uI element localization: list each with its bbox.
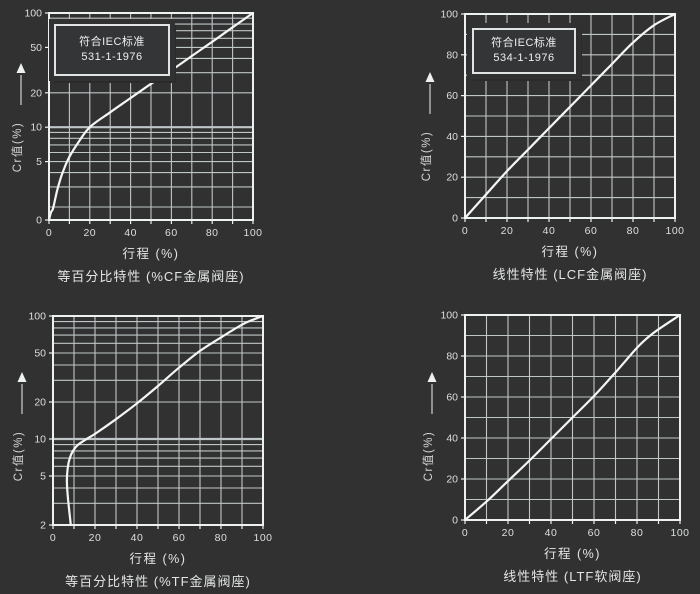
x-tick-label: 40 bbox=[545, 527, 558, 539]
characteristic-curve bbox=[47, 11, 255, 222]
y-tick-label: 60 bbox=[446, 392, 458, 404]
y-tick-label: 20 bbox=[446, 172, 458, 184]
characteristic-curve bbox=[463, 313, 682, 522]
x-tick-label: 100 bbox=[665, 225, 684, 237]
x-axis-title: 行程 (%) bbox=[541, 245, 599, 259]
axis-ticks bbox=[49, 315, 264, 529]
y-tick-label: 5 bbox=[40, 471, 46, 483]
chart-caption: 等百分比特性 (%CF金属阀座) bbox=[57, 269, 245, 284]
x-axis-title: 行程 (%) bbox=[122, 247, 180, 261]
y-tick-label: 100 bbox=[24, 8, 42, 20]
x-tick-label: 0 bbox=[462, 225, 468, 237]
y-tick-label: 40 bbox=[446, 433, 458, 445]
iec-standard-line2: 534-1-1976 bbox=[493, 52, 555, 64]
y-tick-label: 100 bbox=[28, 311, 46, 323]
x-tick-label: 60 bbox=[165, 227, 178, 239]
x-tick-label: 20 bbox=[502, 527, 515, 539]
y-tick-label: 0 bbox=[452, 213, 458, 225]
y-tick-label: 0 bbox=[36, 215, 42, 227]
y-tick-label: 80 bbox=[446, 49, 458, 61]
y-tick-label: 50 bbox=[30, 42, 42, 54]
y-tick-label: 100 bbox=[440, 310, 458, 322]
iec-standard-line2: 531-1-1976 bbox=[81, 51, 143, 63]
axis-ticks bbox=[45, 12, 254, 224]
x-tick-label: 60 bbox=[588, 527, 601, 539]
x-tick-label: 60 bbox=[173, 532, 186, 544]
arrow-head bbox=[16, 63, 26, 73]
up-arrow-icon bbox=[427, 372, 437, 414]
x-tick-label: 40 bbox=[124, 227, 137, 239]
arrow-head bbox=[17, 372, 27, 382]
up-arrow-icon bbox=[425, 72, 435, 114]
y-tick-label: 20 bbox=[446, 474, 458, 486]
y-tick-label: 100 bbox=[440, 9, 458, 21]
chart-linear-ltf: 100 80 60 40 20 0 0 20 40 60 80 100 Cr值(%) 行程 (%) 线性… bbox=[350, 297, 700, 594]
y-tick-label: 20 bbox=[30, 87, 42, 99]
iec-standard-line1: 符合IEC标准 bbox=[79, 36, 145, 48]
x-tick-label: 0 bbox=[46, 227, 52, 239]
arrow-head bbox=[425, 72, 435, 82]
chart-equal-percentage-cf: 100 50 20 10 5 0 0 20 40 60 80 100 Cr值(%) 符合IEC标准 53… bbox=[0, 0, 350, 297]
y-tick-label: 60 bbox=[446, 90, 458, 102]
x-tick-label: 20 bbox=[89, 532, 102, 544]
y-tick-label: 2 bbox=[40, 520, 46, 532]
grid bbox=[465, 314, 680, 521]
y-axis-title: Cr值(%) bbox=[420, 131, 433, 182]
x-tick-label: 60 bbox=[585, 225, 598, 237]
y-axis-title: Cr值(%) bbox=[12, 431, 25, 482]
x-tick-label: 100 bbox=[670, 527, 689, 539]
x-tick-label: 80 bbox=[215, 532, 228, 544]
iec-standard-box: 符合IEC标准 531-1-1976 bbox=[54, 24, 170, 76]
chart-caption: 等百分比特性 (%TF金属阀座) bbox=[65, 574, 251, 589]
x-tick-label: 100 bbox=[243, 227, 262, 239]
iec-standard-line1: 符合IEC标准 bbox=[491, 37, 557, 49]
plot-svg: 100 50 20 10 5 20 20 40 60 80 100 Cr值(%) bbox=[12, 311, 272, 545]
y-axis-title: Cr值(%) bbox=[422, 431, 435, 482]
chart-equal-percentage-tf: 100 50 20 10 5 2 0 20 40 60 80 100 Cr值(%) 行程 (%) 等百分… bbox=[0, 297, 350, 594]
characteristic-curve bbox=[463, 12, 677, 220]
x-tick-label: 0 bbox=[50, 532, 56, 544]
x-tick-label: 40 bbox=[131, 532, 144, 544]
x-tick-label: 20 bbox=[83, 227, 96, 239]
plot-svg: 100 80 60 40 20 00 20 40 60 80 100 Cr值(%) bbox=[422, 310, 689, 540]
y-tick-label: 20 bbox=[34, 397, 46, 409]
y-tick-label: 80 bbox=[446, 351, 458, 363]
x-tick-label: 100 bbox=[253, 532, 272, 544]
x-tick-label: 40 bbox=[543, 225, 556, 237]
grid bbox=[53, 315, 263, 525]
x-tick-label: 80 bbox=[627, 225, 640, 237]
chart-caption: 线性特性 (LTF软阀座) bbox=[503, 569, 642, 584]
y-tick-label: 10 bbox=[34, 434, 46, 446]
arrow-head bbox=[427, 372, 437, 382]
y-tick-label: 40 bbox=[446, 131, 458, 143]
up-arrow-icon bbox=[16, 63, 26, 105]
x-tick-label: 80 bbox=[631, 527, 644, 539]
iec-standard-box: 符合IEC标准 534-1-1976 bbox=[472, 28, 576, 74]
x-tick-label: 80 bbox=[206, 227, 219, 239]
up-arrow-icon bbox=[17, 372, 27, 414]
chart-linear-lcf: 100 80 60 40 20 0 0 20 40 60 80 100 Cr值(%) 符合IEC标准 5… bbox=[350, 0, 700, 297]
x-axis-title: 行程 (%) bbox=[129, 552, 187, 566]
y-tick-label: 5 bbox=[36, 156, 42, 168]
y-tick-label: 50 bbox=[34, 348, 46, 360]
y-axis-title: Cr值(%) bbox=[11, 122, 24, 173]
x-tick-label: 0 bbox=[462, 527, 468, 539]
chart-caption: 线性特性 (LCF金属阀座) bbox=[492, 267, 648, 282]
characteristic-curve bbox=[65, 314, 265, 527]
x-axis-title: 行程 (%) bbox=[544, 547, 601, 561]
y-tick-label: 0 bbox=[452, 515, 458, 527]
x-tick-label: 20 bbox=[501, 225, 514, 237]
y-tick-label: 10 bbox=[30, 122, 42, 134]
